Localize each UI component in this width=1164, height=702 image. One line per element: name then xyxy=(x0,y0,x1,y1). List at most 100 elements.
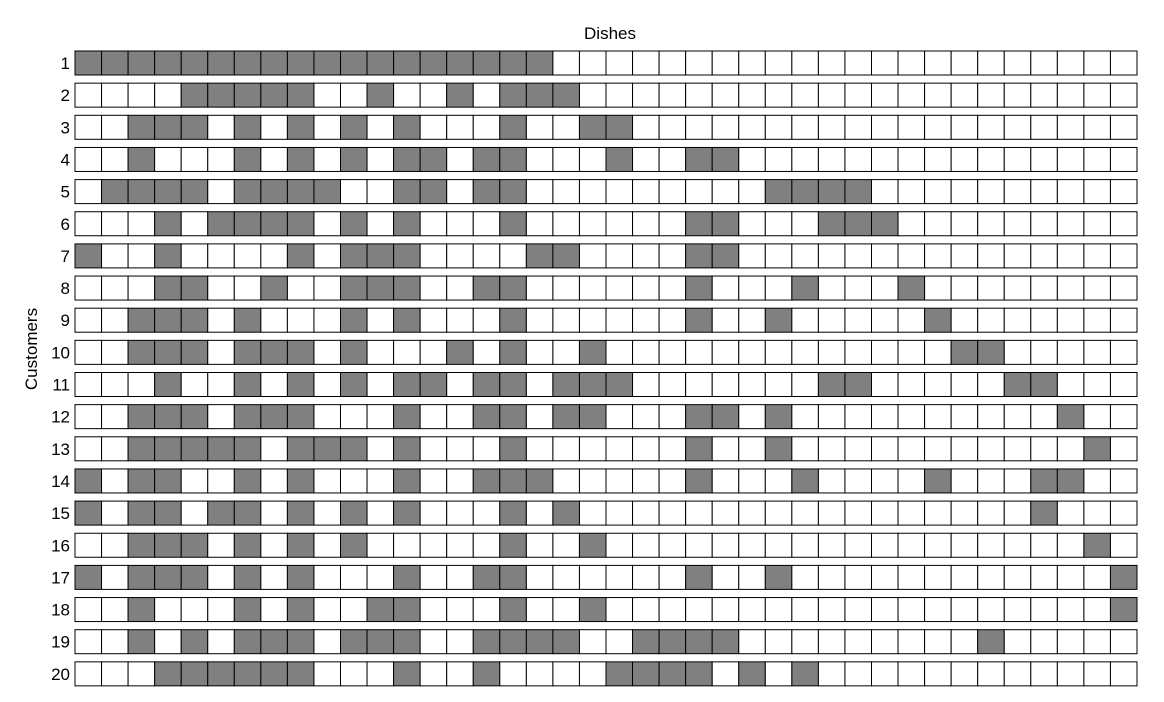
cell-empty xyxy=(233,275,262,301)
cell-empty xyxy=(313,275,342,301)
cell-empty xyxy=(791,436,819,462)
cell-empty xyxy=(446,564,474,590)
cell-empty xyxy=(1003,275,1032,301)
cell-empty xyxy=(446,500,474,526)
cell-empty xyxy=(871,597,899,623)
cell-empty xyxy=(1083,307,1111,333)
cell-empty xyxy=(1003,404,1032,430)
cell-empty xyxy=(924,564,952,590)
cell-filled xyxy=(685,661,713,687)
cell-empty xyxy=(419,243,448,269)
cell-filled xyxy=(74,564,103,590)
cell-empty xyxy=(419,211,448,237)
cell-empty xyxy=(1003,500,1032,526)
cell-filled xyxy=(711,629,740,655)
cell-filled xyxy=(340,629,368,655)
cell-empty xyxy=(950,629,979,655)
cell-empty xyxy=(897,564,926,590)
cell-empty xyxy=(977,597,1005,623)
cell-empty xyxy=(207,179,235,205)
cell-empty xyxy=(977,211,1005,237)
cell-empty xyxy=(897,179,926,205)
cell-empty xyxy=(1083,82,1111,108)
cell-empty xyxy=(366,307,395,333)
cell-empty xyxy=(1109,372,1138,397)
cell-empty xyxy=(791,146,819,172)
cell-filled xyxy=(791,275,819,301)
cell-filled xyxy=(499,146,527,172)
cell-empty xyxy=(924,114,952,140)
cell-empty xyxy=(552,436,580,462)
cell-filled xyxy=(711,404,740,430)
cell-empty xyxy=(897,243,926,269)
cell-filled xyxy=(154,114,182,140)
cell-empty xyxy=(817,307,846,333)
cell-empty xyxy=(1030,50,1058,76)
cell-filled xyxy=(74,500,103,526)
cell-empty xyxy=(791,82,819,108)
cell-filled xyxy=(393,468,421,494)
cell-filled xyxy=(499,339,527,365)
cell-empty xyxy=(525,114,554,140)
cell-empty xyxy=(313,372,342,397)
cell-empty xyxy=(1109,339,1138,365)
cell-empty xyxy=(101,597,129,623)
cell-empty xyxy=(419,114,448,140)
cell-empty xyxy=(1056,114,1085,140)
cell-empty xyxy=(632,339,660,365)
cell-filled xyxy=(393,372,421,397)
cell-empty xyxy=(419,564,448,590)
cell-empty xyxy=(499,661,527,687)
cell-empty xyxy=(844,629,873,655)
cell-filled xyxy=(286,532,315,558)
cell-empty xyxy=(950,179,979,205)
cell-filled xyxy=(817,372,846,397)
cell-filled xyxy=(552,82,580,108)
cell-filled xyxy=(127,532,156,558)
cell-filled xyxy=(154,50,182,76)
cell-filled xyxy=(101,179,129,205)
cell-filled xyxy=(286,597,315,623)
cell-filled xyxy=(233,404,262,430)
cell-empty xyxy=(897,339,926,365)
cell-filled xyxy=(446,82,474,108)
cell-empty xyxy=(817,146,846,172)
cell-empty xyxy=(1109,468,1138,494)
cell-empty xyxy=(738,404,766,430)
cell-empty xyxy=(552,211,580,237)
cell-filled xyxy=(499,468,527,494)
cell-filled xyxy=(74,243,103,269)
cell-empty xyxy=(871,179,899,205)
cell-empty xyxy=(446,275,474,301)
cell-empty xyxy=(525,500,554,526)
cell-empty xyxy=(738,179,766,205)
cell-filled xyxy=(340,50,368,76)
cell-filled xyxy=(286,372,315,397)
cell-empty xyxy=(101,468,129,494)
cell-empty xyxy=(366,146,395,172)
cell-empty xyxy=(1030,532,1058,558)
cell-empty xyxy=(101,339,129,365)
cell-empty xyxy=(897,629,926,655)
cell-empty xyxy=(74,339,103,365)
cell-filled xyxy=(499,404,527,430)
cell-empty xyxy=(871,532,899,558)
cell-empty xyxy=(154,82,182,108)
cell-filled xyxy=(366,275,395,301)
cell-empty xyxy=(658,211,687,237)
cell-empty xyxy=(499,243,527,269)
cell-empty xyxy=(1109,500,1138,526)
cell-filled xyxy=(472,661,501,687)
cell-empty xyxy=(313,661,342,687)
cell-filled xyxy=(1083,532,1111,558)
cell-filled xyxy=(764,307,793,333)
cell-empty xyxy=(791,243,819,269)
cell-empty xyxy=(1083,597,1111,623)
cell-empty xyxy=(950,532,979,558)
cell-empty xyxy=(1030,82,1058,108)
cell-filled xyxy=(499,597,527,623)
cell-empty xyxy=(1003,339,1032,365)
cell-empty xyxy=(897,500,926,526)
cell-empty xyxy=(472,436,501,462)
cell-empty xyxy=(552,564,580,590)
